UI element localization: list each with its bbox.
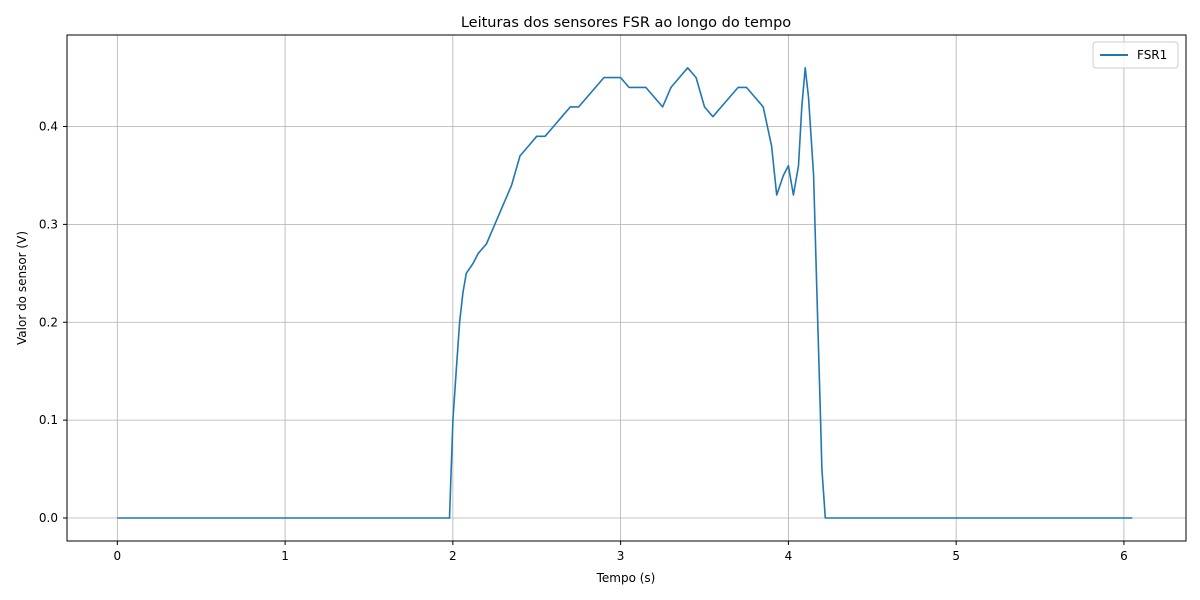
grid-lines xyxy=(67,35,1186,541)
y-tick-label: 0.4 xyxy=(39,120,58,134)
plot-frame xyxy=(66,34,1187,542)
legend-box xyxy=(1092,41,1179,69)
legend: FSR1 xyxy=(1092,41,1179,69)
series-line-fsr1 xyxy=(117,67,1133,519)
chart-title: Leituras dos sensores FSR ao longo do te… xyxy=(461,15,791,31)
y-tick-label: 0.3 xyxy=(39,217,58,231)
y-tick-label: 0.1 xyxy=(39,413,58,427)
y-axis-label: Valor do sensor (V) xyxy=(15,231,29,345)
x-tick-label: 3 xyxy=(617,549,625,563)
x-tick-label: 2 xyxy=(449,549,457,563)
y-tick-label: 0.2 xyxy=(39,315,58,329)
x-axis-label: Tempo (s) xyxy=(596,571,656,585)
axis-ticks: 0 1 2 3 4 5 6 0.0 0.1 0.2 0.3 0.4 xyxy=(39,120,1128,563)
legend-label: FSR1 xyxy=(1137,48,1167,62)
x-tick-label: 6 xyxy=(1120,549,1128,563)
x-tick-label: 0 xyxy=(114,549,122,563)
series-layer xyxy=(117,67,1133,519)
x-tick-label: 1 xyxy=(281,549,289,563)
x-tick-label: 5 xyxy=(952,549,960,563)
y-tick-label: 0.0 xyxy=(39,511,58,525)
x-tick-label: 4 xyxy=(785,549,793,563)
